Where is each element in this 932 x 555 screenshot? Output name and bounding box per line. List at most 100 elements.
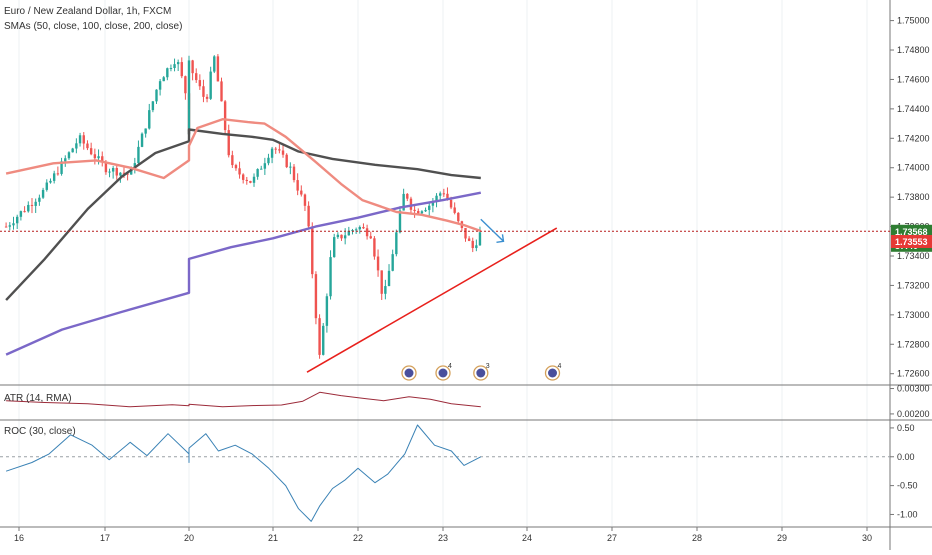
- price-tick-label: 1.74600: [897, 74, 930, 84]
- price-tick-label: 1.72600: [897, 369, 930, 379]
- candle-body: [104, 162, 108, 173]
- candle-body: [184, 76, 187, 94]
- candle-body: [336, 234, 340, 238]
- candle-body: [413, 209, 416, 211]
- candle-body: [166, 68, 169, 78]
- roc-tick-label: -1.00: [897, 509, 918, 519]
- candle-body: [307, 205, 310, 227]
- current-price-badge-bg: [891, 224, 932, 238]
- sma-legend[interactable]: SMAs (50, close, 100, close, 200, close): [4, 21, 183, 32]
- candle-body: [111, 168, 115, 172]
- event-marker-dot: [438, 368, 448, 378]
- candle-body: [64, 158, 67, 162]
- candle-body: [438, 193, 442, 196]
- candle-body: [34, 201, 37, 206]
- candle-body: [260, 168, 263, 170]
- candle-body: [155, 89, 158, 102]
- candle-body: [340, 234, 343, 239]
- candle-body: [8, 225, 11, 227]
- candle-body: [428, 205, 431, 210]
- candle-body: [311, 226, 314, 275]
- candle-body: [38, 197, 41, 202]
- candle-body: [187, 60, 191, 106]
- candle-body: [97, 156, 100, 159]
- candle-body: [256, 169, 259, 177]
- candle-body: [467, 238, 471, 241]
- price-tick-label: 1.74000: [897, 163, 930, 173]
- time-tick-label: 27: [607, 533, 617, 543]
- candle-body: [270, 148, 274, 158]
- candle-body: [169, 68, 173, 70]
- candle-body: [205, 96, 209, 99]
- candle-body: [365, 228, 369, 237]
- candle-body: [101, 156, 104, 163]
- candle-body: [140, 133, 144, 147]
- candle-body: [351, 230, 354, 232]
- candle-body: [398, 210, 402, 233]
- candle-body: [292, 166, 296, 181]
- candle-body: [333, 237, 336, 258]
- candle-body: [296, 180, 299, 191]
- candle-body: [41, 189, 45, 198]
- candle-body: [358, 226, 361, 230]
- candle-body: [453, 207, 456, 213]
- candle-body: [278, 149, 281, 151]
- candle-body: [314, 274, 318, 319]
- candle-body: [49, 180, 52, 183]
- candle-body: [420, 211, 424, 214]
- roc-tick-label: 0.50: [897, 423, 915, 433]
- candle-body: [180, 62, 183, 77]
- candle-body: [384, 286, 387, 294]
- atr-legend[interactable]: ATR (14, RMA): [4, 393, 72, 404]
- roc-legend[interactable]: ROC (30, close): [4, 426, 76, 437]
- candle-body: [195, 73, 198, 81]
- time-tick-label: 23: [438, 533, 448, 543]
- roc-pane: [0, 424, 890, 522]
- candle-body: [409, 198, 413, 210]
- event-marker-dot: [548, 368, 557, 378]
- price-tick-label: 1.73400: [897, 251, 930, 261]
- candle-body: [457, 212, 460, 222]
- candle-body: [173, 64, 176, 69]
- candle-body: [285, 154, 288, 168]
- trendline: [306, 227, 558, 373]
- time-tick-label: 22: [353, 533, 363, 543]
- candle-body: [478, 232, 482, 246]
- candle-body: [52, 173, 56, 181]
- price-pane: 4 3 4: [0, 54, 890, 381]
- time-axis: 16 17 20 21 22 23 24 27 28 29 30: [14, 527, 872, 543]
- candle-body: [82, 135, 85, 144]
- candle-body: [126, 173, 129, 175]
- atr-tick-label: 0.00200: [897, 409, 930, 419]
- event-marker: 4: [435, 363, 452, 381]
- event-marker-count: 3: [486, 363, 490, 370]
- event-marker-dot: [476, 368, 486, 378]
- candle-body: [464, 227, 467, 239]
- candle-body: [144, 128, 147, 134]
- candle-body: [60, 161, 63, 174]
- candle-body: [119, 172, 122, 176]
- candle-body: [435, 195, 438, 202]
- candle-body: [373, 238, 376, 257]
- roc-tick-label: 0.00: [897, 452, 915, 462]
- time-tick-label: 24: [522, 533, 532, 543]
- candle-body: [93, 154, 97, 159]
- candle-body: [56, 173, 60, 175]
- candle-body: [300, 190, 303, 195]
- candle-body: [75, 143, 78, 149]
- candle-body: [289, 166, 292, 168]
- candle-body: [446, 193, 449, 200]
- candle-body: [220, 81, 223, 102]
- candle-body: [223, 101, 227, 131]
- time-tick-label: 16: [14, 533, 24, 543]
- sma200-line: [5, 191, 482, 356]
- candle-body: [86, 143, 89, 149]
- candle-body: [45, 182, 48, 190]
- sma100-line: [5, 128, 481, 301]
- current-price-badge: 1.73568: [891, 224, 932, 238]
- candle-body: [303, 194, 307, 206]
- bid-price-badge-text: 1.73553: [895, 237, 928, 247]
- event-marker: 4: [544, 363, 562, 381]
